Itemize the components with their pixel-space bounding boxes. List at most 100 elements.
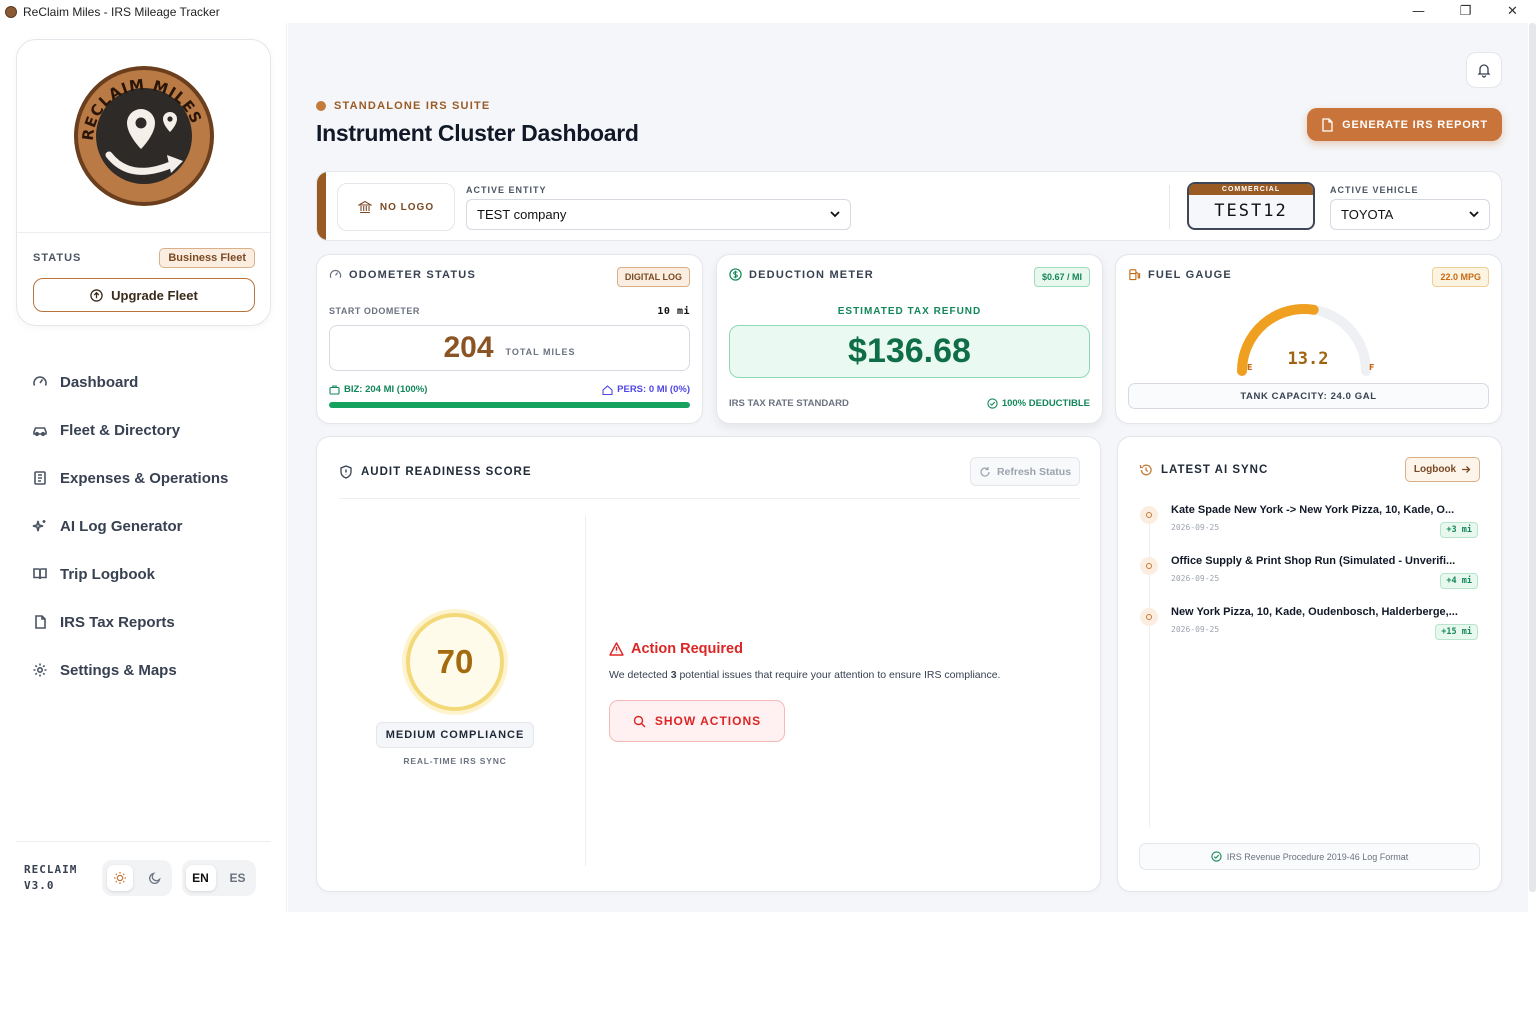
entity-divider: [1169, 185, 1170, 229]
deduction-card-header: DEDUCTION METER: [729, 268, 874, 281]
page-eyebrow: STANDALONE IRS SUITE: [316, 100, 490, 112]
refresh-icon: [980, 466, 990, 477]
upgrade-fleet-button[interactable]: Upgrade Fleet: [33, 278, 255, 312]
theme-toggle: [102, 860, 172, 896]
eyebrow-dot: [316, 101, 326, 111]
entity-accent-stripe: [317, 172, 326, 240]
gauge-empty-mark: E: [1247, 363, 1252, 372]
active-vehicle-select[interactable]: TOYOTA: [1330, 199, 1490, 230]
notifications-button[interactable]: [1466, 52, 1502, 88]
irs-rate-label: IRS TAX RATE STANDARD: [729, 398, 849, 409]
start-odometer-value: 10 mi: [657, 306, 690, 317]
total-miles-display: 204 TOTAL MILES: [329, 325, 690, 371]
business-miles-label: BIZ: 204 MI (100%): [344, 384, 428, 395]
minimize-button[interactable]: —: [1412, 4, 1425, 19]
receipt-icon: [34, 471, 46, 485]
audit-title: AUDIT READINESS SCORE: [361, 466, 532, 478]
nav-item-fleet[interactable]: Fleet & Directory: [0, 406, 287, 454]
language-toggle: EN ES: [182, 860, 256, 896]
sync-list-item[interactable]: Kate Spade New York -> New York Pizza, 1…: [1140, 504, 1480, 554]
nav-item-expenses[interactable]: Expenses & Operations: [0, 454, 287, 502]
lang-es-button[interactable]: ES: [229, 871, 246, 885]
window-title: ReClaim Miles - IRS Mileage Tracker: [23, 4, 220, 19]
audit-readiness-card: AUDIT READINESS SCORE Refresh Status 70 …: [316, 436, 1101, 892]
company-logo-placeholder[interactable]: NO LOGO: [337, 183, 455, 231]
refresh-status-button[interactable]: Refresh Status: [970, 457, 1080, 486]
history-icon: [1139, 464, 1152, 476]
active-entity-select[interactable]: TEST company: [466, 199, 851, 230]
nav-label: AI Log Generator: [60, 517, 183, 535]
plan-badge: Business Fleet: [159, 248, 255, 268]
nav-item-trip-logbook[interactable]: Trip Logbook: [0, 550, 287, 598]
mileage-rate-badge: $0.67 / MI: [1033, 267, 1090, 287]
deductible-label: 100% DEDUCTIBLE: [1001, 398, 1090, 409]
sync-list-item[interactable]: Office Supply & Print Shop Run (Simulate…: [1140, 555, 1480, 605]
sync-timeline: [1149, 507, 1150, 827]
latest-ai-sync-card: LATEST AI SYNC Logbook Kate Spade New Yo…: [1117, 436, 1502, 892]
close-button[interactable]: ✕: [1507, 4, 1518, 19]
license-plate: COMMERCIAL TEST12: [1187, 182, 1315, 230]
trip-miles-badge: +3 mi: [1440, 522, 1478, 538]
digital-log-badge: DIGITAL LOG: [616, 267, 690, 287]
reclaim-miles-logo: RECLAIM MILES: [73, 66, 214, 206]
audit-score: 70: [406, 613, 504, 711]
brand-card: RECLAIM MILES STATUS Business Fleet Upgr…: [16, 39, 271, 326]
eyebrow-text: STANDALONE IRS SUITE: [334, 100, 491, 112]
active-entity-label: ACTIVE ENTITY: [466, 185, 547, 195]
chevron-down-icon: [830, 211, 840, 218]
nav-item-irs-reports[interactable]: IRS Tax Reports: [0, 598, 287, 646]
location-pin-icon: [1140, 557, 1158, 575]
realtime-sync-label: REAL-TIME IRS SYNC: [403, 756, 507, 766]
action-text-before: We detected: [609, 669, 671, 681]
nav-item-ai-log[interactable]: AI Log Generator: [0, 502, 287, 550]
dark-theme-button[interactable]: [142, 865, 168, 891]
sync-title: LATEST AI SYNC: [1161, 464, 1269, 476]
light-theme-button[interactable]: [106, 865, 133, 891]
nav-item-settings[interactable]: Settings & Maps: [0, 646, 287, 694]
window-titlebar: ReClaim Miles - IRS Mileage Tracker — ❐ …: [0, 0, 1536, 23]
nav-item-dashboard[interactable]: Dashboard: [0, 358, 287, 406]
sun-icon: [113, 872, 126, 884]
nav-label: Fleet & Directory: [60, 421, 181, 439]
lang-en-button[interactable]: EN: [185, 865, 216, 891]
trip-name: New York Pizza, 10, Kade, Oudenbosch, Ha…: [1171, 606, 1458, 618]
business-ratio-bar: [329, 402, 690, 408]
logbook-link-button[interactable]: Logbook: [1405, 457, 1480, 482]
audit-column-divider: [585, 516, 586, 866]
dollar-circle-icon: [729, 268, 742, 281]
gauge-full-mark: F: [1369, 363, 1374, 372]
fuel-gauge-card: FUEL GAUGE 22.0 MPG E F 13.2 TANK CAPACI…: [1115, 254, 1502, 424]
car-icon: [33, 427, 47, 437]
show-actions-label: SHOW ACTIONS: [654, 714, 762, 728]
search-icon: [633, 715, 646, 727]
refresh-status-label: Refresh Status: [996, 465, 1072, 478]
fuel-title: FUEL GAUGE: [1148, 268, 1232, 281]
page-scrollbar[interactable]: [1529, 23, 1536, 892]
nav-label: Expenses & Operations: [60, 469, 229, 487]
generate-irs-report-button[interactable]: GENERATE IRS REPORT: [1307, 108, 1502, 141]
odometer-card: ODOMETER STATUS DIGITAL LOG START ODOMET…: [316, 254, 703, 424]
odometer-title: ODOMETER STATUS: [349, 268, 476, 281]
briefcase-icon: [329, 384, 340, 395]
nav-label: Dashboard: [60, 373, 139, 391]
nav-label: Trip Logbook: [60, 565, 155, 583]
fuel-gauge: E F 13.2: [1237, 304, 1374, 376]
business-ratio-fill: [329, 402, 690, 408]
biz-personal-split: BIZ: 204 MI (100%) PERS: 0 MI (0%): [329, 384, 690, 395]
gauge-icon: [33, 376, 47, 386]
location-pin-icon: [1140, 506, 1158, 524]
moon-icon: [148, 872, 161, 885]
main-nav: Dashboard Fleet & Directory Expenses & O…: [0, 358, 287, 694]
restore-button[interactable]: ❐: [1459, 4, 1472, 19]
business-miles: BIZ: 204 MI (100%): [329, 384, 427, 395]
show-actions-button[interactable]: SHOW ACTIONS: [609, 700, 785, 742]
upgrade-fleet-label: Upgrade Fleet: [111, 287, 198, 303]
deduction-title: DEDUCTION METER: [749, 268, 874, 281]
action-required-text: We detected 3 potential issues that requ…: [609, 669, 1000, 681]
mpg-badge: 22.0 MPG: [1432, 267, 1489, 287]
bank-icon: [357, 200, 372, 214]
sync-list-item[interactable]: New York Pizza, 10, Kade, Oudenbosch, Ha…: [1140, 606, 1480, 656]
plate-type: COMMERCIAL: [1189, 184, 1313, 195]
check-circle-icon: [987, 398, 998, 409]
sidebar: RECLAIM MILES STATUS Business Fleet Upgr…: [0, 23, 287, 912]
